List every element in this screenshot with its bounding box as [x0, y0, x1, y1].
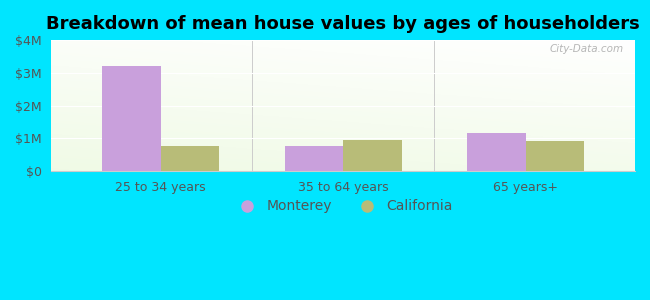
Bar — [526, 142, 584, 171]
Bar — [103, 66, 161, 171]
Bar — [343, 140, 402, 171]
Bar — [161, 146, 219, 171]
Title: Breakdown of mean house values by ages of householders: Breakdown of mean house values by ages o… — [46, 15, 640, 33]
Legend: Monterey, California: Monterey, California — [228, 194, 458, 219]
Bar — [285, 146, 343, 171]
Text: City-Data.com: City-Data.com — [549, 44, 623, 54]
Bar — [467, 133, 526, 171]
